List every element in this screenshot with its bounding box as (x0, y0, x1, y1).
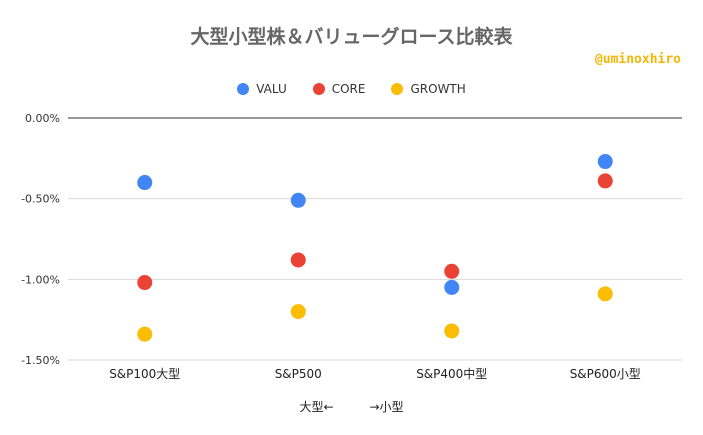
legend-marker-valu (237, 83, 250, 95)
legend-item-valu[interactable]: VALU (237, 82, 287, 96)
data-point-growth[interactable] (137, 326, 153, 342)
legend-label-core: CORE (331, 82, 366, 96)
x-axis-ticks: S&P100大型 S&P500 S&P400中型 S&P600小型 (109, 366, 641, 381)
data-point-valu[interactable] (597, 154, 613, 170)
x-tick-label: S&P400中型 (416, 366, 487, 381)
data-point-growth[interactable] (444, 323, 460, 339)
y-tick-label: -1.00% (21, 273, 60, 286)
legend-marker-core (312, 83, 325, 95)
legend-item-growth[interactable]: GROWTH (391, 82, 466, 96)
data-point-core[interactable] (597, 173, 613, 189)
legend-label-valu: VALU (256, 82, 287, 96)
legend-item-core[interactable]: CORE (312, 82, 366, 96)
watermark-handle: @uminoxhiro (594, 52, 681, 67)
y-tick-label: -0.50% (21, 193, 60, 206)
data-point-core[interactable] (444, 263, 460, 279)
data-point-growth[interactable] (597, 286, 613, 302)
data-point-core[interactable] (137, 275, 153, 291)
data-point-valu[interactable] (137, 175, 153, 191)
data-point-valu[interactable] (290, 192, 306, 208)
y-tick-label: 0.00% (25, 112, 60, 125)
legend: VALU CORE GROWTH (0, 82, 703, 96)
x-axis-label: 大型← →小型 (299, 400, 404, 414)
y-axis-ticks: 0.00% -0.50% -1.00% -1.50% (21, 112, 60, 367)
data-point-growth[interactable] (290, 304, 306, 320)
legend-marker-growth (391, 83, 404, 95)
y-tick-label: -1.50% (21, 354, 60, 367)
x-tick-label: S&P500 (275, 367, 322, 381)
data-point-valu[interactable] (444, 279, 460, 295)
data-point-core[interactable] (290, 252, 306, 268)
grid-layer (68, 117, 682, 361)
x-tick-label: S&P600小型 (570, 367, 641, 381)
chart-title: 大型小型株＆バリューグロース比較表 (190, 26, 513, 48)
legend-label-growth: GROWTH (410, 82, 466, 96)
data-points (137, 154, 613, 342)
x-tick-label: S&P100大型 (109, 367, 180, 381)
